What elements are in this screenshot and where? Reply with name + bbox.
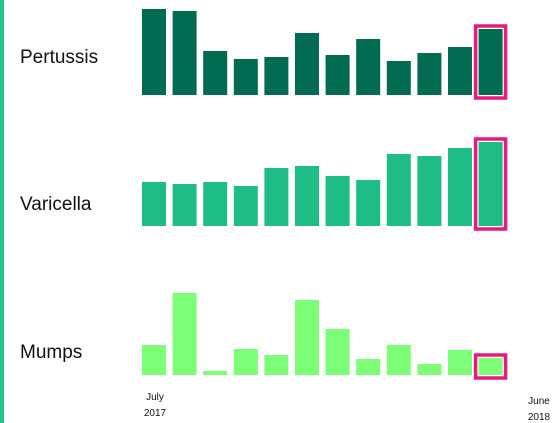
varicella-bar-5 xyxy=(264,168,289,226)
mumps-bar-4 xyxy=(233,349,258,375)
x-axis-end-year: 2018 xyxy=(528,412,551,423)
chart-rows: Pertussis Varicella Mumps xyxy=(20,9,508,380)
pertussis-bar-8 xyxy=(356,39,381,95)
series-label-varicella: Varicella xyxy=(20,194,92,215)
series-label-pertussis: Pertussis xyxy=(20,47,98,68)
pertussis-bar-4 xyxy=(233,59,258,95)
x-axis-end-month: June xyxy=(528,396,550,407)
mumps-latest-highlight xyxy=(473,353,508,380)
pertussis-bar-5 xyxy=(264,57,289,95)
varicella-bar-3 xyxy=(203,182,228,226)
varicella-bar-2 xyxy=(172,184,197,226)
varicella-bar-11 xyxy=(448,148,472,226)
pertussis-latest-highlight xyxy=(473,24,508,100)
mumps-bar-12 xyxy=(478,358,503,375)
x-axis: July 2017 June 2018 xyxy=(144,392,551,423)
pertussis-bar-10 xyxy=(417,53,442,95)
mumps-bar-5 xyxy=(264,355,289,375)
x-axis-start-month: July xyxy=(146,392,164,403)
pertussis-bar-7 xyxy=(325,55,350,95)
pertussis-bar-12 xyxy=(478,29,503,95)
chart-row-pertussis: Pertussis xyxy=(20,9,508,100)
x-axis-start-year: 2017 xyxy=(144,408,167,419)
varicella-bar-1 xyxy=(142,182,166,226)
varicella-bar-4 xyxy=(233,186,258,226)
varicella-bar-12 xyxy=(478,142,503,226)
pertussis-bar-11 xyxy=(448,47,472,95)
mumps-bar-1 xyxy=(142,345,166,375)
pertussis-bar-1 xyxy=(142,9,166,95)
varicella-bar-6 xyxy=(295,166,319,226)
mumps-bar-11 xyxy=(448,350,472,375)
chart-row-varicella: Varicella xyxy=(20,137,508,231)
pertussis-bar-6 xyxy=(295,33,319,95)
varicella-latest-highlight xyxy=(473,137,508,231)
mumps-bar-8 xyxy=(356,359,381,375)
mumps-bar-6 xyxy=(295,300,319,375)
mumps-bar-7 xyxy=(325,329,350,375)
pertussis-bar-9 xyxy=(386,61,411,95)
accent-bar xyxy=(0,0,4,423)
mumps-bar-9 xyxy=(386,345,411,375)
varicella-bar-9 xyxy=(386,154,411,226)
mumps-bar-3 xyxy=(203,371,228,375)
mumps-bar-2 xyxy=(172,293,197,375)
pertussis-bar-2 xyxy=(172,11,197,95)
varicella-bar-7 xyxy=(325,176,350,226)
mumps-bar-10 xyxy=(417,364,442,375)
series-label-mumps: Mumps xyxy=(20,342,82,363)
chart-row-mumps: Mumps xyxy=(20,293,508,380)
pertussis-bar-3 xyxy=(203,51,228,95)
varicella-bar-8 xyxy=(356,180,381,226)
varicella-bar-10 xyxy=(417,156,442,226)
